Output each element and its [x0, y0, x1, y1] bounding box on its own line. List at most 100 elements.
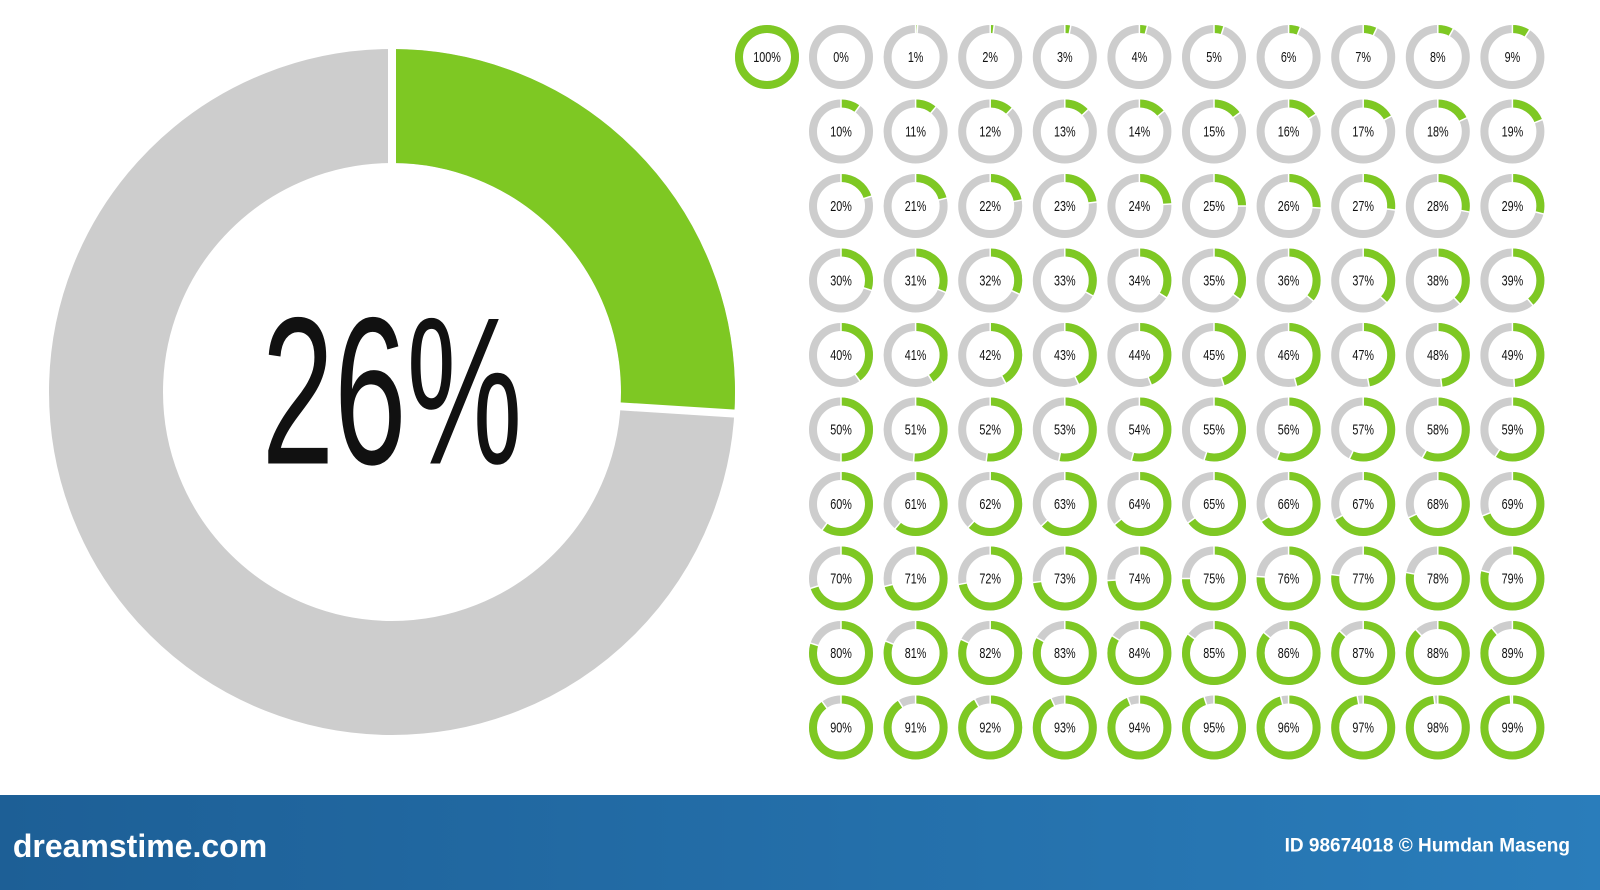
donut-gap [1040, 519, 1049, 528]
donut-label: 78% [1427, 570, 1449, 587]
donut-gap [1366, 377, 1371, 388]
donut-label: 86% [1278, 644, 1300, 661]
donut-gap [1111, 634, 1121, 642]
donut-gap [809, 642, 820, 647]
donut-gap [862, 195, 873, 200]
donut-gap [1333, 514, 1344, 521]
donut-gap [1432, 694, 1436, 705]
donut-gap [1372, 26, 1378, 37]
donut-label: 1% [908, 48, 924, 65]
donut-gap [929, 105, 938, 115]
donut-label: 79% [1502, 570, 1524, 587]
donut-gap [1405, 571, 1416, 575]
donut-gap [1513, 377, 1516, 388]
donut-label: 77% [1352, 570, 1374, 587]
donut-label: 4% [1132, 48, 1148, 65]
donut-gap [1255, 575, 1266, 578]
donut-label: 24% [1129, 197, 1151, 214]
donut-gap [1305, 294, 1315, 303]
donut-gap [1526, 297, 1535, 307]
donut-gap [973, 698, 980, 708]
donut-gap [1005, 106, 1014, 116]
donut-gap [1050, 697, 1056, 708]
donut-gap [1356, 694, 1360, 706]
donut-label: 13% [1054, 123, 1076, 140]
donut-label: 2% [982, 48, 998, 65]
donut-label: 62% [979, 495, 1001, 512]
donut-gap [1186, 516, 1196, 525]
donut-label: 68% [1427, 495, 1449, 512]
donut-label: 11% [905, 123, 926, 140]
donut-gap [992, 24, 996, 35]
donut-label: 90% [830, 719, 852, 736]
donut-label: 7% [1355, 48, 1371, 65]
donut-label: 73% [1054, 570, 1076, 587]
donut-label: 64% [1129, 495, 1151, 512]
donut-label: 98% [1427, 719, 1449, 736]
donut-gap [1458, 116, 1468, 123]
donut-gap [1448, 27, 1455, 38]
donut-label: 32% [979, 272, 1001, 289]
donut-label: 25% [1203, 197, 1225, 214]
donut-label: 26% [262, 275, 523, 509]
donut-label: 53% [1054, 421, 1076, 438]
donut-gap [1407, 513, 1418, 519]
donut-label: 56% [1278, 421, 1300, 438]
donut-label: 45% [1203, 346, 1225, 363]
donut-gap [1068, 24, 1072, 35]
donut-gap [1260, 515, 1270, 523]
donut-label: 71% [905, 570, 927, 587]
donut-label: 6% [1281, 48, 1297, 65]
donut-label: 81% [905, 644, 927, 661]
donut-gap [1307, 113, 1317, 120]
donut-gap [1106, 579, 1117, 582]
donut-label: 42% [979, 346, 1001, 363]
donut-label: 94% [1129, 719, 1151, 736]
donut-label: 37% [1352, 272, 1374, 289]
donut-label: 47% [1352, 346, 1374, 363]
donut-gap [897, 699, 904, 709]
donut-label: 83% [1054, 644, 1076, 661]
donut-label: 3% [1057, 48, 1073, 65]
donut-gap [957, 582, 968, 586]
donut-gap [884, 640, 895, 646]
donut-label: 17% [1352, 123, 1374, 140]
donut-label: 38% [1427, 272, 1449, 289]
donut-label: 28% [1427, 197, 1449, 214]
donut-label: 91% [905, 719, 927, 736]
donut-label: 21% [905, 197, 927, 214]
donut-label: 61% [905, 495, 927, 512]
footer-band [0, 795, 1600, 890]
donut-gap [1524, 28, 1531, 38]
donut-label: 93% [1054, 719, 1076, 736]
donut-gap [1156, 109, 1166, 118]
donut-gap [1481, 511, 1492, 517]
donut-track [809, 25, 873, 89]
donut-label: 39% [1502, 272, 1524, 289]
donut-gap [960, 638, 970, 644]
donut-gap [1126, 696, 1132, 707]
donut-label: 10% [830, 123, 852, 140]
donut-label: 76% [1278, 570, 1300, 587]
donut-gap [1203, 451, 1208, 462]
donut-gap [820, 522, 829, 532]
donut-label: 50% [830, 421, 852, 438]
donut-label: 49% [1502, 346, 1524, 363]
donut-label: 30% [830, 272, 852, 289]
donut-label: 29% [1502, 197, 1524, 214]
donut-gap [927, 374, 934, 384]
donut-label: 41% [905, 346, 927, 363]
donut-label: 67% [1352, 495, 1374, 512]
donut-label: 48% [1427, 346, 1449, 363]
donut-gap [820, 700, 829, 710]
donut-gap [1421, 449, 1428, 459]
donut-label: 35% [1203, 272, 1225, 289]
donut-label: 72% [979, 570, 1001, 587]
footer-credit: ID 98674018 © Humdan Maseng [1285, 836, 1570, 857]
donut-gap [1460, 209, 1471, 213]
donut-gap [1147, 376, 1153, 386]
donut-label: 9% [1505, 48, 1521, 65]
donut-label: 23% [1054, 197, 1076, 214]
